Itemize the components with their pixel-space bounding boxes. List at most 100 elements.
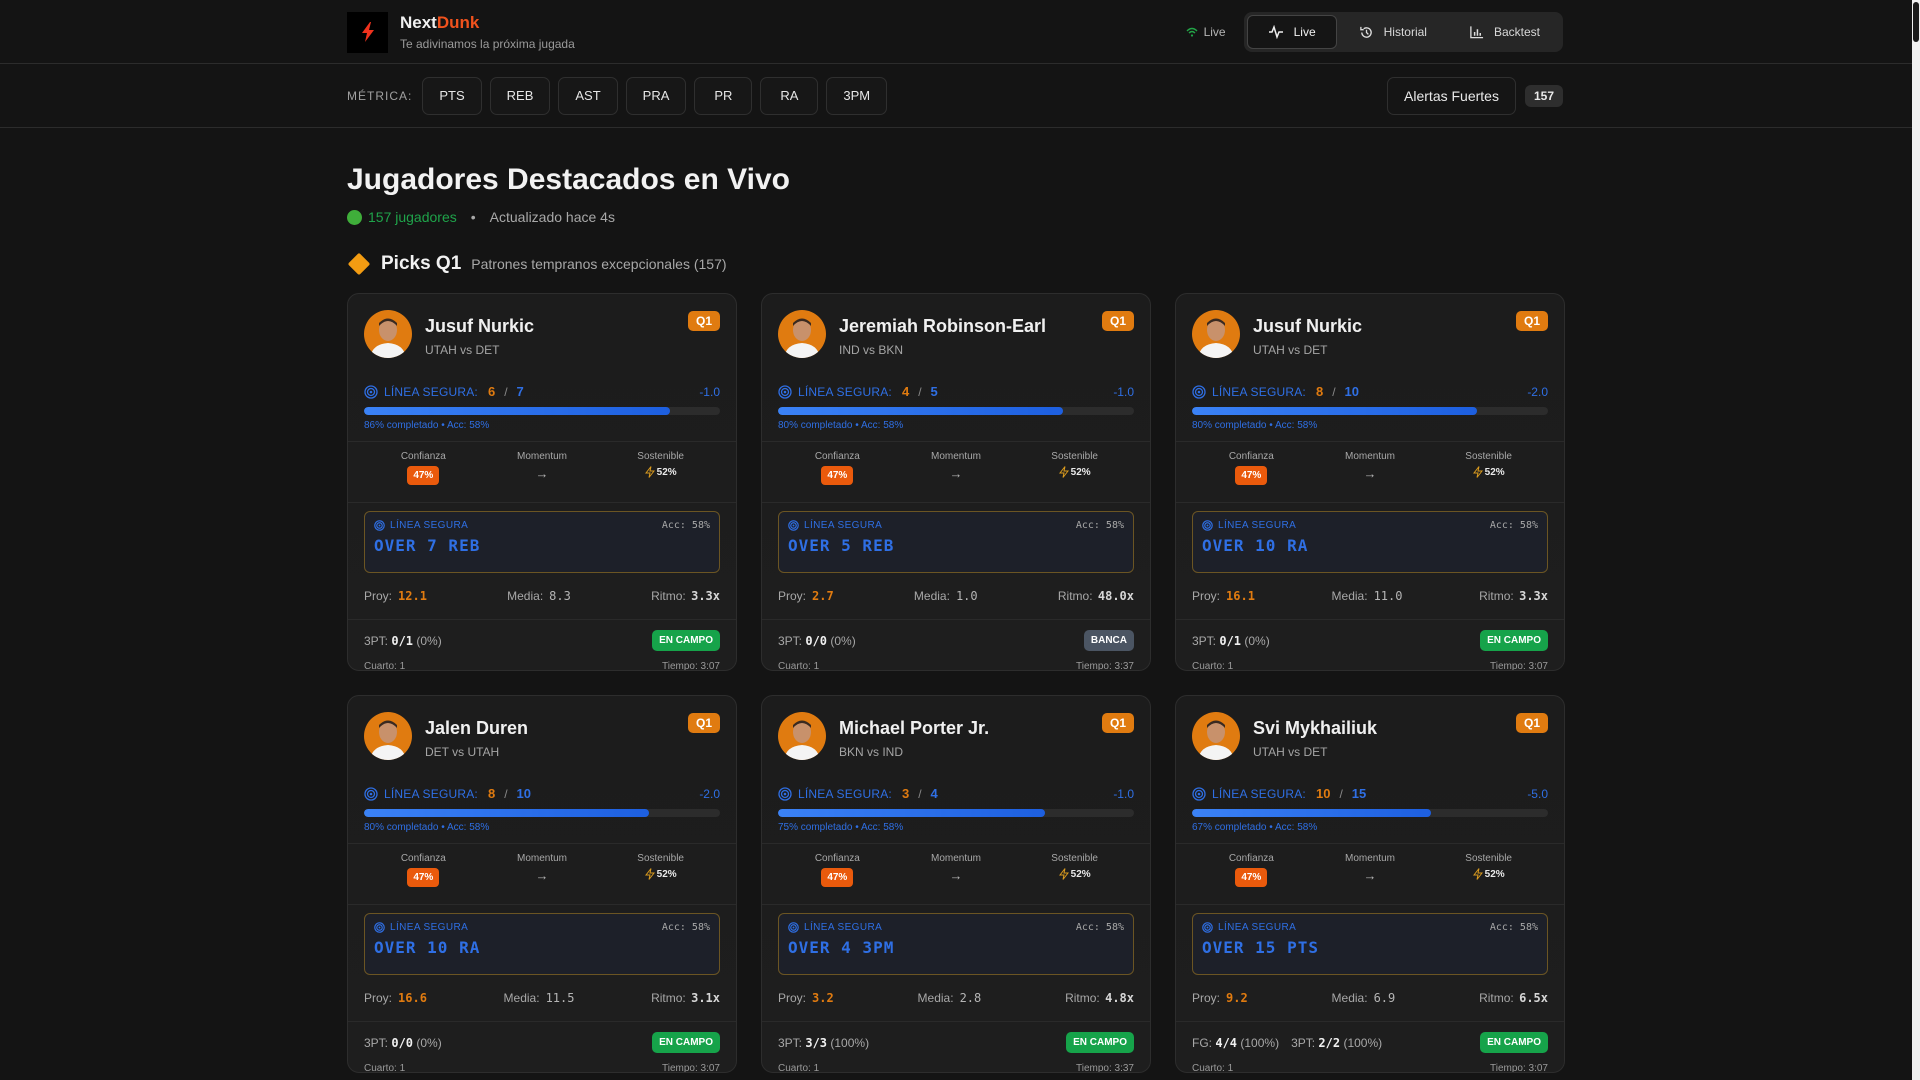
player-card[interactable]: Jalen Duren DET vs UTAH Q1 LÍNEA SEGURA:… (347, 695, 737, 1073)
metric-ra-button[interactable]: RA (760, 76, 819, 115)
projection-value: 3.2 (812, 991, 834, 1005)
player-card[interactable]: Jeremiah Robinson-Earl IND vs BKN Q1 LÍN… (761, 293, 1151, 671)
sustainable-value: 52% (1070, 868, 1091, 880)
tab-backtest[interactable]: Backtest (1449, 15, 1560, 49)
shooting-stats: 3PT: 0/1 (0%) (364, 633, 442, 648)
game-time: Tiempo: 3:37 (1076, 661, 1134, 671)
player-avatar (364, 712, 412, 760)
target-icon (788, 922, 799, 933)
average-value: 8.3 (549, 589, 571, 603)
wifi-icon (1186, 27, 1198, 37)
metric-3pm-button[interactable]: 3PM (826, 76, 888, 115)
tab-historial[interactable]: Historial (1339, 15, 1447, 49)
average-value: 6.9 (1373, 991, 1396, 1005)
progress-bar (364, 407, 720, 415)
game-time: Tiempo: 3:07 (1490, 1063, 1548, 1073)
metric-pr-button[interactable]: PR (694, 76, 753, 115)
player-photo-icon (370, 318, 406, 358)
green-dot-icon (347, 209, 362, 225)
player-photo-icon (1198, 318, 1234, 358)
quarter-badge: Q1 (1101, 311, 1134, 331)
bar-chart-icon (1470, 26, 1484, 39)
progress-fill (1192, 407, 1477, 415)
target-icon (778, 786, 792, 801)
brand[interactable]: NextDunk Te adivinamos la próxima jugada (347, 11, 575, 53)
average-value: 2.8 (959, 991, 982, 1005)
arrow-right-icon: → (949, 466, 963, 481)
confidence-badge: 47% (407, 466, 440, 485)
activity-icon (1268, 25, 1283, 39)
metric-label: MÉTRICA: (347, 88, 413, 103)
target-icon (1192, 786, 1206, 801)
sustainable-value: 52% (656, 466, 677, 478)
status-badge: EN CAMPO (1480, 630, 1548, 651)
matchup: UTAH vs DET (1253, 745, 1328, 759)
progress-fill (778, 407, 1063, 415)
matchup: UTAH vs DET (1253, 343, 1328, 357)
pick-box: LÍNEA SEGURA Acc: 58% OVER 7 REB (364, 511, 720, 573)
zap-icon (1472, 868, 1483, 880)
view-switcher: Live Historial Backtest (1243, 12, 1563, 52)
game-time: Tiempo: 3:07 (1490, 661, 1548, 671)
metric-ast-button[interactable]: AST (558, 76, 618, 115)
zap-icon (1058, 466, 1069, 478)
difference: -5.0 (1527, 786, 1548, 801)
metric-reb-button[interactable]: REB (489, 76, 551, 115)
player-card[interactable]: Jusuf Nurkic UTAH vs DET Q1 LÍNEA SEGURA… (347, 293, 737, 671)
scrollbar-thumb[interactable] (1913, 2, 1919, 42)
zap-icon (644, 868, 655, 880)
sustainable-value: 52% (1484, 466, 1505, 478)
player-card[interactable]: Jusuf Nurkic UTAH vs DET Q1 LÍNEA SEGURA… (1175, 293, 1565, 671)
quarter-badge: Q1 (687, 713, 720, 733)
average-value: 11.5 (545, 991, 575, 1005)
player-avatar (1192, 712, 1240, 760)
pick-box: LÍNEA SEGURA Acc: 58% OVER 4 3PM (778, 913, 1134, 975)
pick-text: OVER 4 3PM (788, 938, 895, 957)
matchup: DET vs UTAH (425, 745, 500, 759)
player-avatar (1192, 310, 1240, 358)
quarter-badge: Q1 (1515, 311, 1548, 331)
player-photo-icon (784, 720, 820, 760)
current-value: 6 (487, 384, 496, 399)
progress-fill (364, 407, 671, 415)
quarter: Cuarto: 1 (1192, 1063, 1234, 1073)
status-badge: EN CAMPO (1480, 1032, 1548, 1053)
pick-text: OVER 7 REB (374, 536, 481, 555)
pace-value: 48.0x (1097, 589, 1134, 603)
status-badge: EN CAMPO (652, 630, 720, 651)
progress-caption: 75% completado • Acc: 58% (778, 822, 904, 833)
shooting-stats: 3PT: 0/0 (0%) (364, 1035, 442, 1050)
target-icon (778, 384, 792, 399)
progress-caption: 67% completado • Acc: 58% (1192, 822, 1318, 833)
player-card[interactable]: Svi Mykhailiuk UTAH vs DET Q1 LÍNEA SEGU… (1175, 695, 1565, 1073)
metric-pra-button[interactable]: PRA (625, 76, 687, 115)
tab-live[interactable]: Live (1246, 15, 1337, 49)
current-value: 8 (487, 786, 496, 801)
game-time: Tiempo: 3:07 (662, 1063, 720, 1073)
matchup: UTAH vs DET (425, 343, 500, 357)
game-time: Tiempo: 3:37 (1076, 1063, 1134, 1073)
target-value: 10 (516, 786, 532, 801)
pick-box: LÍNEA SEGURA Acc: 58% OVER 10 RA (364, 913, 720, 975)
player-avatar (778, 712, 826, 760)
arrow-right-icon: → (1363, 868, 1377, 883)
pick-text: OVER 15 PTS (1202, 938, 1319, 957)
status-badge: BANCA (1083, 630, 1134, 651)
zap-icon (1472, 466, 1483, 478)
pick-text: OVER 5 REB (788, 536, 895, 555)
progress-caption: 80% completado • Acc: 58% (778, 420, 904, 431)
page-subtitle: 157 jugadores • Actualizado hace 4s (347, 209, 1563, 225)
pick-text: OVER 10 RA (374, 938, 481, 957)
player-card[interactable]: Michael Porter Jr. BKN vs IND Q1 LÍNEA S… (761, 695, 1151, 1073)
pick-accuracy: Acc: 58% (1075, 922, 1124, 933)
strong-alerts-button[interactable]: Alertas Fuertes (1387, 76, 1516, 115)
target-icon (374, 520, 385, 531)
alerts-count-badge: 157 (1524, 84, 1563, 107)
page-title: Jugadores Destacados en Vivo (347, 163, 790, 196)
metric-pts-button[interactable]: PTS (422, 76, 482, 115)
main-content: Jugadores Destacados en Vivo 157 jugador… (347, 128, 1565, 1073)
scrollbar[interactable] (1912, 0, 1920, 1080)
brand-title: NextDunk (400, 13, 480, 32)
sustainable-value: 52% (656, 868, 677, 880)
pace-value: 4.8x (1105, 991, 1134, 1005)
